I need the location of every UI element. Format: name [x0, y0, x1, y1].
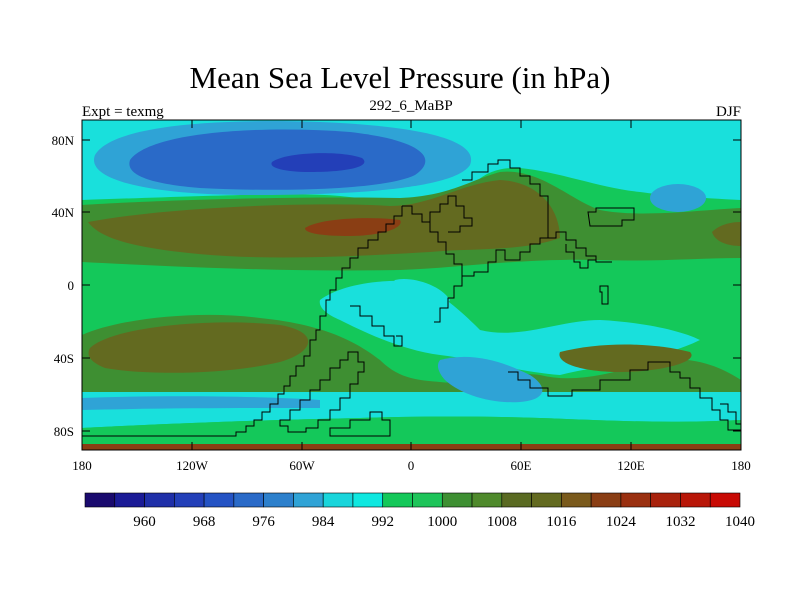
colorbar-label: 992 — [371, 514, 394, 530]
colorbar-label: 976 — [252, 514, 275, 530]
colorbar-swatch — [84, 492, 116, 508]
colorbar-label: 1000 — [427, 514, 457, 530]
coast-south-atlantic — [329, 411, 391, 437]
colorbar: 960 968 976 984 992 1000 1008 1016 1024 1032 1040 — [84, 492, 755, 530]
colorbar-label: 1032 — [665, 514, 695, 530]
colorbar-swatch — [650, 492, 681, 508]
colorbar-swatch — [501, 492, 532, 508]
colorbar-label: 984 — [312, 514, 335, 530]
colorbar-swatch — [144, 492, 175, 508]
antarctic-green-band — [82, 416, 741, 446]
map-title: Mean Sea Level Pressure (in hPa) — [189, 60, 611, 95]
lon-label-180w: 180 — [72, 458, 92, 473]
southern-ocean-dark-ring — [82, 396, 320, 410]
colorbar-swatch — [471, 492, 503, 508]
period-label: 292_6_MaBP — [369, 98, 452, 114]
coast-south-pacific-islands — [720, 403, 741, 425]
coast-west-america — [82, 206, 403, 437]
colorbar-label: 960 — [133, 514, 156, 530]
north-atlantic-high-core — [305, 218, 401, 236]
lat-label-40n: 40N — [52, 205, 75, 220]
lon-label-0: 0 — [408, 458, 415, 473]
colorbar-swatch — [680, 492, 711, 508]
colorbar-swatch — [203, 492, 235, 508]
colorbar-swatch — [441, 492, 473, 508]
experiment-label: Expt = texmg — [82, 104, 164, 120]
lon-label-180e: 180 — [731, 458, 751, 473]
north-high-belt-mid — [88, 180, 560, 258]
coast-eurasia-south — [548, 231, 612, 263]
colorbar-swatch — [322, 492, 354, 508]
colorbar-swatch — [352, 492, 384, 508]
colorbar-swatch — [174, 492, 205, 508]
colorbar-label: 968 — [193, 514, 216, 530]
colorbar-swatch — [531, 492, 562, 508]
colorbar-swatch — [412, 492, 443, 508]
south-atlantic-low — [437, 356, 543, 403]
colorbar-swatch — [590, 492, 622, 508]
atlantic-cyan-patch — [392, 278, 450, 315]
contour-field — [82, 120, 741, 450]
coast-asia-east — [587, 207, 635, 227]
coast-south-america-east — [350, 305, 403, 347]
colorbar-label: 1016 — [546, 514, 577, 530]
coast-antarctica-australia — [508, 361, 741, 431]
lon-label-60w: 60W — [289, 458, 315, 473]
coast-greenland-europe — [429, 195, 473, 233]
lon-tick-marks — [81, 120, 632, 450]
colorbar-label: 1008 — [487, 514, 517, 530]
colorbar-swatch — [263, 492, 294, 508]
coast-india — [565, 244, 596, 269]
lat-label-40s: 40S — [54, 351, 74, 366]
coast-americas — [434, 159, 549, 323]
lon-label-120w: 120W — [176, 458, 209, 473]
lon-label-60e: 60E — [511, 458, 532, 473]
colorbar-swatch — [709, 492, 741, 508]
south-pacific-high-core — [88, 322, 309, 373]
coast-maritime — [599, 285, 609, 305]
east-high-belt — [712, 222, 741, 246]
lat-label-80n: 80N — [52, 133, 75, 148]
colorbar-swatch — [561, 492, 592, 508]
lon-label-120e: 120E — [617, 458, 645, 473]
season-label: DJF — [716, 104, 741, 120]
colorbar-swatch — [233, 492, 264, 508]
lat-label-80s: 80S — [54, 424, 74, 439]
lat-label-0: 0 — [68, 278, 75, 293]
colorbar-swatch — [114, 492, 145, 508]
colorbar-label: 1040 — [725, 514, 755, 530]
south-indian-high — [559, 344, 692, 372]
ne-small-low — [650, 184, 706, 212]
coastlines — [82, 159, 741, 437]
north-pacific-low-core — [271, 153, 365, 172]
colorbar-swatch — [293, 492, 324, 508]
coast-africa — [279, 351, 365, 433]
lat-tick-marks — [82, 139, 741, 432]
colorbar-swatch — [382, 492, 413, 508]
colorbar-swatch — [620, 492, 651, 508]
colorbar-label: 1024 — [606, 514, 637, 530]
coast-north-america — [402, 205, 463, 276]
